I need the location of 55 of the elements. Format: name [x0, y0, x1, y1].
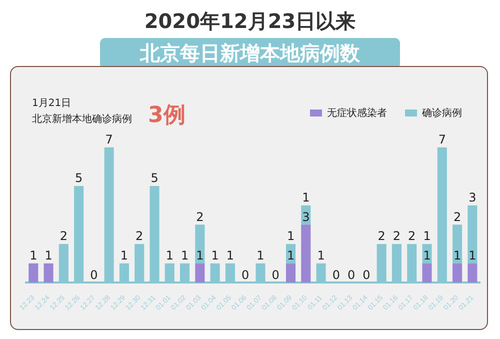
text: 1月21日	[32, 97, 72, 110]
data-label: 1	[468, 248, 476, 262]
bar	[28, 263, 38, 283]
data-label: 3	[468, 190, 476, 204]
bar	[422, 244, 432, 264]
data-label: 2	[60, 229, 68, 244]
data-label: 1	[180, 248, 189, 262]
bar	[468, 205, 478, 264]
data-label: 1	[226, 248, 234, 262]
data-label: 0	[272, 268, 280, 282]
data-label: 5	[74, 171, 83, 186]
bar	[301, 224, 311, 283]
data-label: 1	[256, 248, 264, 262]
bar	[195, 263, 205, 283]
data-label: 1	[120, 248, 128, 262]
data-label: 1	[286, 248, 295, 262]
data-label: 0	[347, 268, 356, 282]
bar	[452, 263, 462, 283]
data-label: 7	[438, 132, 446, 146]
data-label: 7	[105, 132, 113, 146]
data-label: 2	[408, 229, 416, 244]
chart-subtitle: 北京每日新增本地病例数	[100, 38, 400, 69]
data-label: 1	[30, 248, 38, 262]
data-label: 0	[362, 268, 370, 282]
bar	[452, 224, 462, 264]
data-label: 5	[150, 171, 158, 186]
legend-label: 确诊病例	[421, 106, 462, 119]
text: 北京新增本地确诊病例	[32, 112, 132, 126]
data-label: 3	[302, 210, 310, 224]
data-label: 1	[211, 248, 219, 262]
data-label: 1	[44, 248, 52, 262]
data-label: 1	[286, 229, 295, 244]
chart-title: 2020年12月23日以来	[143, 8, 357, 35]
data-label: 1	[302, 190, 310, 204]
bar	[422, 263, 432, 283]
data-label: 1	[453, 248, 462, 262]
data-label: 1	[423, 229, 431, 244]
data-label: 1	[423, 248, 431, 262]
bar	[195, 224, 205, 264]
data-label: 1	[317, 248, 325, 262]
data-label: 2	[196, 210, 204, 224]
text: 3例	[148, 102, 186, 130]
data-label: 0	[332, 268, 340, 282]
data-label: 0	[90, 268, 98, 282]
data-label: 2	[453, 210, 462, 224]
bar	[468, 263, 478, 283]
bar	[44, 263, 54, 283]
data-label: 2	[136, 229, 144, 244]
bar	[286, 263, 296, 283]
data-label: 1	[196, 248, 204, 262]
data-label: 2	[392, 229, 401, 244]
data-label: 2	[378, 229, 386, 244]
legend-label: 无症状感染者	[327, 106, 387, 119]
data-label: 0	[242, 268, 250, 282]
data-label: 1	[166, 248, 174, 262]
